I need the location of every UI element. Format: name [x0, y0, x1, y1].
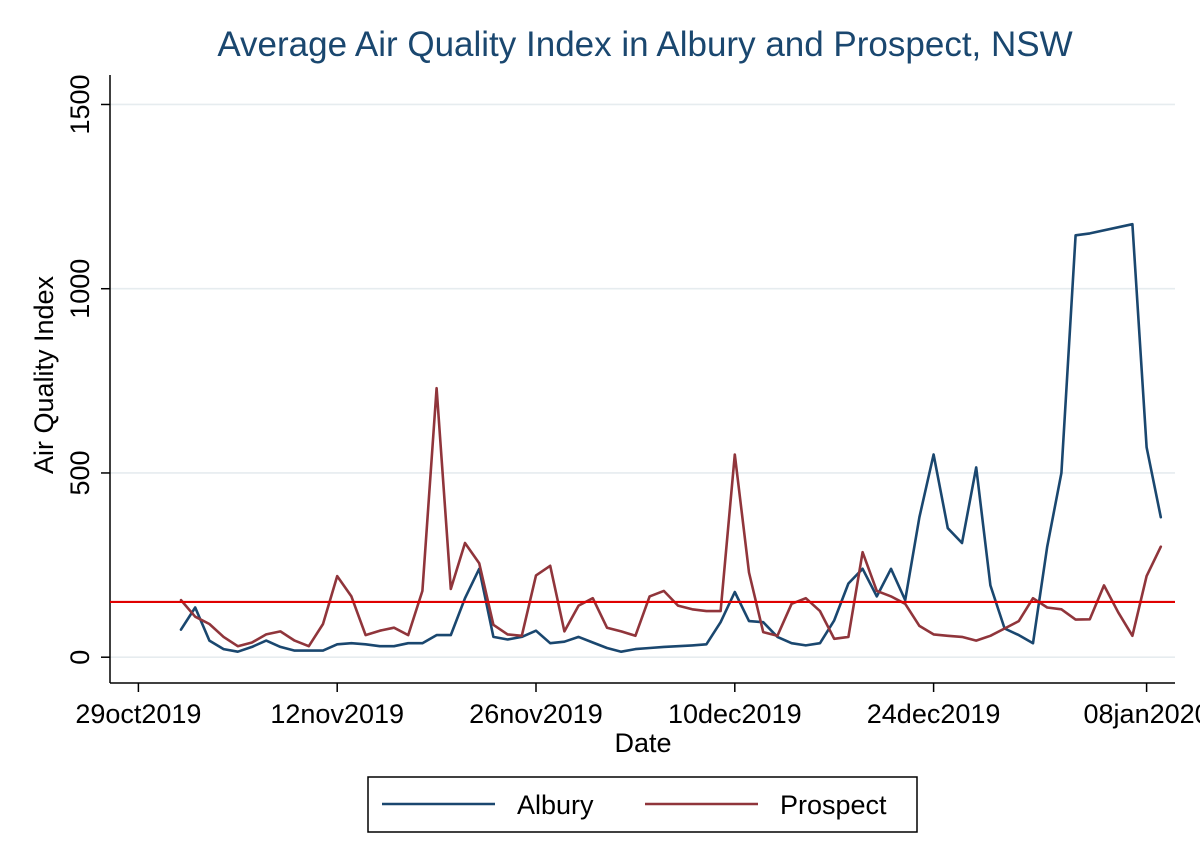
x-axis-ticks: 29oct2019 12nov2019 26nov2019 10dec2019 24de… [75, 683, 1200, 729]
chart-title: Average Air Quality Index in Albury and … [217, 25, 1072, 64]
x-tick-label-24dec2019: 24dec2019 [867, 699, 1001, 729]
gridlines [110, 103, 1175, 659]
legend-label-prospect: Prospect [780, 790, 887, 820]
x-tick-label-29oct2019: 29oct2019 [75, 699, 201, 729]
series-line-prospect [179, 386, 1163, 648]
series-line-albury [179, 222, 1163, 654]
y-tick-label-1500: 1500 [65, 74, 95, 134]
y-tick-label-1000: 1000 [65, 259, 95, 319]
x-tick-label-12nov2019: 12nov2019 [270, 699, 404, 729]
legend: Albury Prospect [367, 776, 918, 833]
x-tick-label-10dec2019: 10dec2019 [668, 699, 802, 729]
x-tick-label-08jan2020: 08jan2020 [1084, 699, 1200, 729]
x-axis-title: Date [614, 728, 671, 758]
x-tick-label-26nov2019: 26nov2019 [469, 699, 603, 729]
legend-label-albury: Albury [517, 790, 594, 820]
y-tick-label-500: 500 [65, 450, 95, 495]
y-tick-label-0: 0 [65, 650, 95, 665]
y-axis-title: Air Quality Index [29, 275, 59, 474]
series-lines [179, 222, 1163, 654]
y-axis-ticks: 0 500 1000 1500 [65, 74, 110, 665]
axes [109, 75, 1175, 684]
